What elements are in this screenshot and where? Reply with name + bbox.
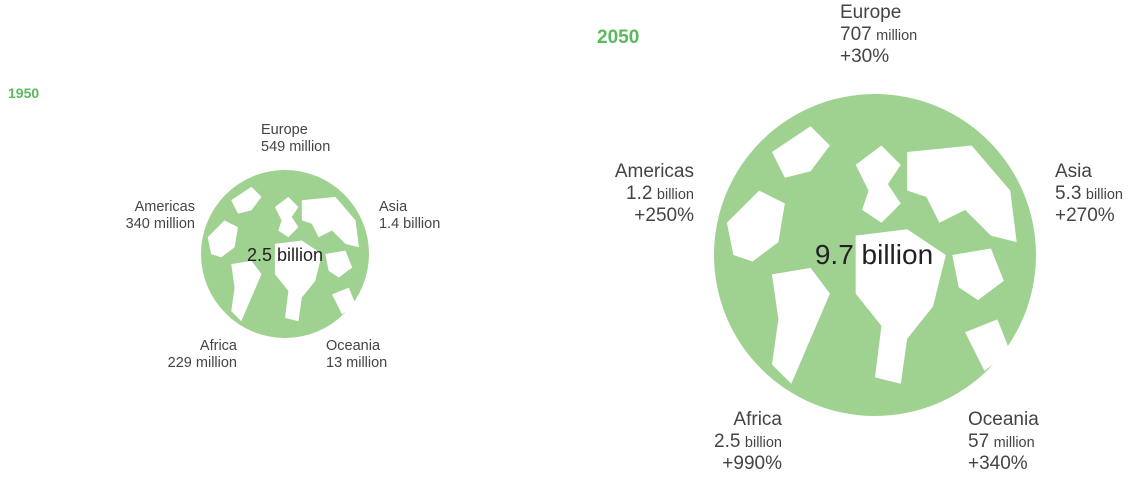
region-unit: million (993, 434, 1035, 451)
globe-1950-icon (201, 170, 369, 338)
total-population-1950: 2.5 billion (246, 245, 324, 265)
region-name: Asia (379, 199, 408, 215)
region-value: 2.5 (714, 430, 741, 452)
region-change: +340% (968, 452, 1028, 474)
region-europe-1950: Europe 549 million (261, 122, 330, 155)
region-name: Africa (199, 338, 237, 354)
region-value: 549 million (261, 138, 331, 155)
region-value: 5.3 (1055, 182, 1082, 204)
region-oceania-1950: Oceania 13 million (326, 338, 387, 371)
region-unit: billion (744, 434, 782, 451)
region-value: 707 (840, 23, 872, 45)
region-asia-1950: Asia 1.4 billion (379, 199, 440, 232)
region-unit: billion (656, 186, 694, 203)
year-label-1950: 1950 (8, 85, 40, 101)
region-change: +30% (840, 45, 890, 67)
region-americas-1950: Americas 340 million (100, 199, 195, 232)
region-change: +250% (634, 204, 694, 226)
region-name: Americas (614, 161, 694, 182)
region-value: 57 (968, 430, 990, 452)
region-value: 340 million (125, 215, 195, 232)
region-americas-2050: Americas 1.2 billion +250% (560, 161, 694, 227)
region-name: Americas (134, 199, 195, 215)
region-name: Oceania (968, 409, 1039, 430)
region-unit: billion (1085, 186, 1123, 203)
region-value: 229 million (167, 354, 237, 371)
region-value: 1.2 (626, 182, 653, 204)
region-name: Asia (1055, 161, 1092, 182)
region-change: +270% (1055, 204, 1115, 226)
region-value: 13 million (326, 354, 388, 371)
region-asia-2050: Asia 5.3 billion +270% (1055, 161, 1123, 227)
region-unit: million (876, 27, 918, 44)
region-europe-2050: Europe 707 million +30% (840, 2, 917, 68)
region-name: Europe (840, 2, 902, 23)
globe-2050-icon (714, 94, 1036, 416)
region-name: Oceania (326, 338, 381, 354)
total-population-2050: 9.7 billion (814, 239, 934, 270)
year-label-2050: 2050 (597, 27, 640, 48)
region-value: 1.4 billion (379, 215, 441, 232)
region-name: Africa (733, 409, 782, 430)
region-africa-2050: Africa 2.5 billion +990% (640, 409, 782, 475)
region-name: Europe (261, 122, 308, 138)
region-change: +990% (722, 452, 782, 474)
region-africa-1950: Africa 229 million (140, 338, 237, 371)
region-oceania-2050: Oceania 57 million +340% (968, 409, 1039, 475)
